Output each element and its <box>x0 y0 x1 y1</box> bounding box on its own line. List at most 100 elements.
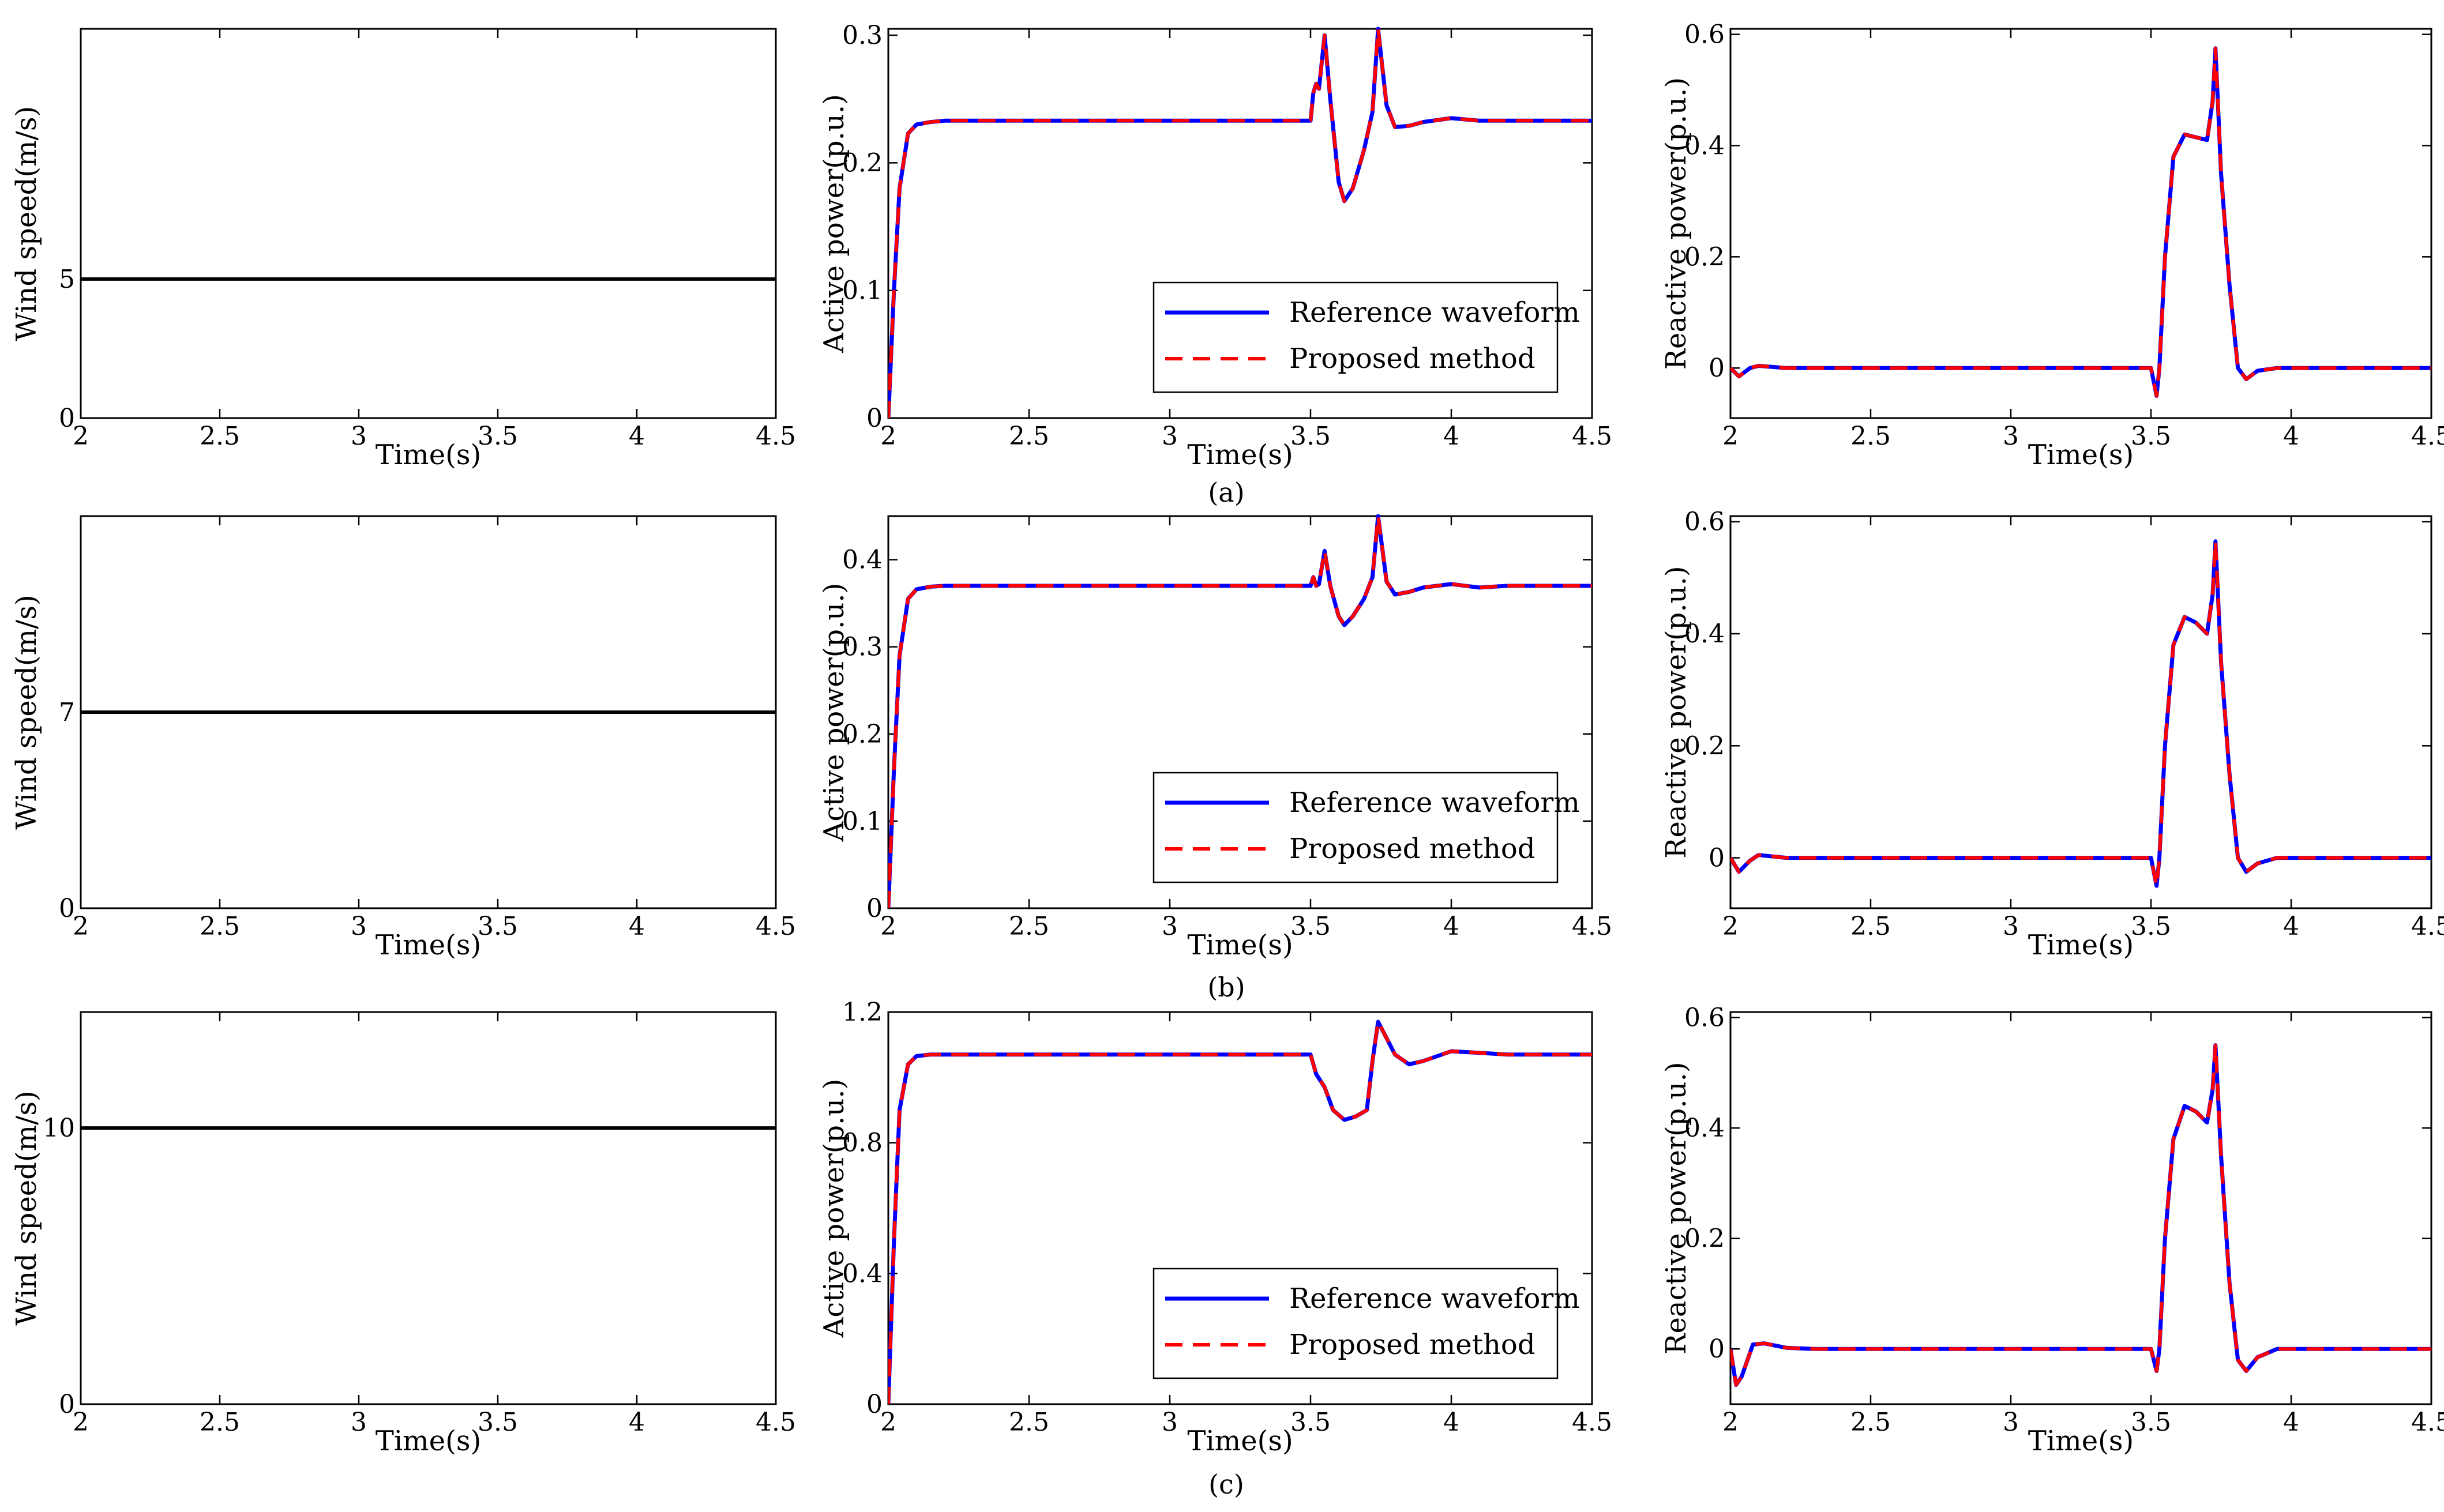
legend: Reference waveform Proposed method <box>1152 772 1580 883</box>
y-axis-label: Active power(p.u.) <box>818 94 850 353</box>
x-tick-label: 2.5 <box>200 1408 240 1437</box>
x-tick-label: 2.5 <box>200 422 240 451</box>
y-tick-label: 5 <box>59 265 75 294</box>
x-axis-label: Time(s) <box>2028 1425 2134 1457</box>
x-tick-label: 2 <box>1722 912 1739 941</box>
x-tick-label: 2.5 <box>1009 912 1049 941</box>
x-tick-label: 3 <box>351 422 367 451</box>
series-proposed-line <box>1730 1043 2431 1387</box>
x-tick-label: 2 <box>1722 422 1739 451</box>
x-tick-label: 3.5 <box>1290 1408 1331 1437</box>
x-tick-label: 4 <box>2283 1408 2299 1437</box>
x-axis-label: Time(s) <box>376 439 481 471</box>
x-tick-label: 4 <box>629 1408 645 1437</box>
chart-a-reactive: 2 2.5 3 3.5 4 4.5 0 0.2 0.4 0.6 Time(s) Reactive po… <box>1660 20 2444 471</box>
y-tick-label: 10 <box>43 1114 75 1143</box>
y-tick-label: 0.2 <box>1684 731 1725 761</box>
x-tick-label: 2.5 <box>1850 422 1891 451</box>
x-tick-label: 4.5 <box>1572 422 1612 451</box>
y-tick-label: 0.4 <box>1684 619 1725 649</box>
series-proposed-line <box>1730 46 2431 398</box>
legend-reference-label: Reference waveform <box>1289 787 1580 819</box>
x-tick-label: 3 <box>351 1408 367 1437</box>
x-tick-label: 3.5 <box>1290 422 1331 451</box>
y-tick-label: 0.2 <box>842 148 883 178</box>
y-axis-label: Active power(p.u.) <box>818 1079 850 1338</box>
x-tick-label: 3 <box>1162 1408 1178 1437</box>
x-tick-label: 3 <box>2003 1408 2019 1437</box>
x-tick-label: 4.5 <box>756 912 796 941</box>
y-tick-label: 0.2 <box>1684 1224 1725 1254</box>
legend-reference-label: Reference waveform <box>1289 1282 1580 1315</box>
y-tick-label: 7 <box>59 698 75 727</box>
y-tick-label: 0 <box>1709 844 1725 873</box>
x-tick-label: 4.5 <box>1572 1408 1612 1437</box>
plot-frame <box>80 28 777 419</box>
chart-b-wind: 2 2.5 3 3.5 4 4.5 0 7 Time(s) Wind speed(m/s) <box>10 515 796 961</box>
legend-box <box>1152 772 1559 883</box>
chart-a-wind: 2 2.5 3 3.5 4 4.5 0 5 Time(s) Wind speed(m/s) <box>10 28 796 471</box>
y-axis-label: Wind speed(m/s) <box>10 1090 43 1325</box>
y-tick-label: 0.4 <box>1684 131 1725 161</box>
y-tick-label: 0 <box>1709 1334 1725 1364</box>
caption-a: (a) <box>1208 477 1244 508</box>
x-tick-label: 4 <box>629 422 645 451</box>
y-tick-label: 0.6 <box>1684 1003 1725 1033</box>
y-tick-label: 0.3 <box>842 21 883 50</box>
x-tick-label: 3.5 <box>478 1408 518 1437</box>
x-tick-label: 3 <box>2003 912 2019 941</box>
plot-frame <box>80 1011 777 1405</box>
x-tick-label: 2.5 <box>1850 912 1891 941</box>
x-tick-label: 3.5 <box>2131 422 2171 451</box>
x-tick-label: 4.5 <box>1572 912 1612 941</box>
y-axis-label: Reactive power(p.u.) <box>1660 77 1692 370</box>
x-tick-label: 4.5 <box>756 422 796 451</box>
x-tick-label: 3.5 <box>478 422 518 451</box>
plot-frame <box>1729 28 2432 419</box>
y-axis-label: Active power(p.u.) <box>818 583 850 842</box>
y-tick-label: 0.1 <box>842 276 883 306</box>
x-tick-label: 3.5 <box>1290 912 1331 941</box>
x-tick-label: 4 <box>629 912 645 941</box>
legend-box <box>1152 1267 1559 1379</box>
x-axis-label: Time(s) <box>2028 929 2134 961</box>
x-tick-label: 2.5 <box>1850 1408 1891 1437</box>
x-tick-label: 2.5 <box>1009 1408 1049 1437</box>
y-tick-label: 0.6 <box>1684 507 1725 537</box>
x-tick-label: 4 <box>1443 1408 1459 1437</box>
chart-c-active: 2 2.5 3 3.5 4 4.5 0 0.4 0.8 1.2 Time(s) Active powe… <box>818 998 1612 1457</box>
legend-box <box>1152 281 1559 393</box>
x-axis-label: Time(s) <box>1187 1425 1293 1457</box>
series-proposed-line <box>1730 539 2431 888</box>
x-axis-label: Time(s) <box>376 929 481 961</box>
y-tick-label: 0.3 <box>842 633 883 662</box>
x-tick-label: 4.5 <box>2411 422 2444 451</box>
y-tick-label: 0.1 <box>842 807 883 836</box>
y-tick-label: 0 <box>1709 353 1725 383</box>
chart-a-active: 2 2.5 3 3.5 4 4.5 0 0.1 0.2 0.3 Time(s) Active powe… <box>818 21 1612 471</box>
x-tick-label: 4 <box>2283 422 2299 451</box>
y-tick-label: 0 <box>866 1390 883 1419</box>
chart-c-reactive: 2 2.5 3 3.5 4 4.5 0 0.2 0.4 0.6 Time(s) Reactive po… <box>1660 1003 2444 1457</box>
y-axis-label: Wind speed(m/s) <box>10 595 43 829</box>
chart-c-wind: 2 2.5 3 3.5 4 4.5 0 10 Time(s) Wind speed(m/s) <box>10 1011 796 1457</box>
y-axis-label: Reactive power(p.u.) <box>1660 1062 1692 1354</box>
plot-frame <box>1729 1011 2432 1405</box>
x-tick-label: 2 <box>880 912 896 941</box>
x-axis-label: Time(s) <box>1187 439 1293 471</box>
caption-c: (c) <box>1208 1469 1244 1500</box>
x-tick-label: 3.5 <box>478 912 518 941</box>
x-tick-label: 2 <box>880 1408 896 1437</box>
y-tick-label: 0.4 <box>1684 1114 1725 1143</box>
y-tick-label: 0 <box>866 404 883 433</box>
x-tick-label: 3.5 <box>2131 912 2171 941</box>
y-tick-label: 0.6 <box>1684 20 1725 50</box>
x-tick-label: 4 <box>1443 912 1459 941</box>
caption-b: (b) <box>1207 972 1245 1003</box>
y-axis-label: Wind speed(m/s) <box>10 106 43 341</box>
y-tick-label: 1.2 <box>842 998 883 1027</box>
x-axis-label: Time(s) <box>2028 439 2134 471</box>
x-axis-label: Time(s) <box>376 1425 481 1457</box>
legend-proposed-label: Proposed method <box>1289 343 1536 375</box>
